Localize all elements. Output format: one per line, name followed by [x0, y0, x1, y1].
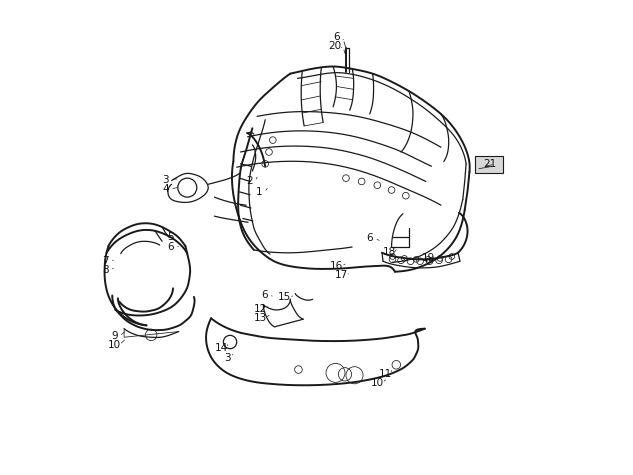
Text: 6: 6	[167, 242, 173, 252]
Text: 17: 17	[335, 270, 348, 281]
Text: 12: 12	[254, 304, 267, 314]
FancyBboxPatch shape	[475, 156, 503, 173]
Text: 7: 7	[102, 256, 108, 266]
Text: 14: 14	[215, 343, 228, 353]
Text: 3: 3	[162, 174, 169, 185]
Text: 3: 3	[224, 352, 230, 363]
Text: 13: 13	[254, 313, 267, 323]
Text: 2: 2	[247, 176, 253, 187]
Text: 6: 6	[261, 289, 268, 300]
Text: 4: 4	[162, 184, 169, 194]
Text: 1: 1	[256, 187, 263, 198]
Text: 18: 18	[383, 247, 396, 257]
Text: 9: 9	[111, 331, 118, 342]
Text: 8: 8	[102, 265, 108, 275]
Text: 20: 20	[328, 40, 341, 51]
Text: 15: 15	[278, 292, 291, 303]
Text: 6: 6	[367, 233, 373, 244]
Text: 5: 5	[167, 232, 173, 243]
Text: 21: 21	[483, 159, 496, 170]
Text: 11: 11	[379, 369, 392, 380]
Text: 10: 10	[108, 340, 121, 350]
Text: 10: 10	[371, 378, 384, 388]
Text: 19: 19	[422, 253, 435, 263]
Text: 16: 16	[330, 261, 343, 271]
Text: 6: 6	[333, 32, 340, 42]
